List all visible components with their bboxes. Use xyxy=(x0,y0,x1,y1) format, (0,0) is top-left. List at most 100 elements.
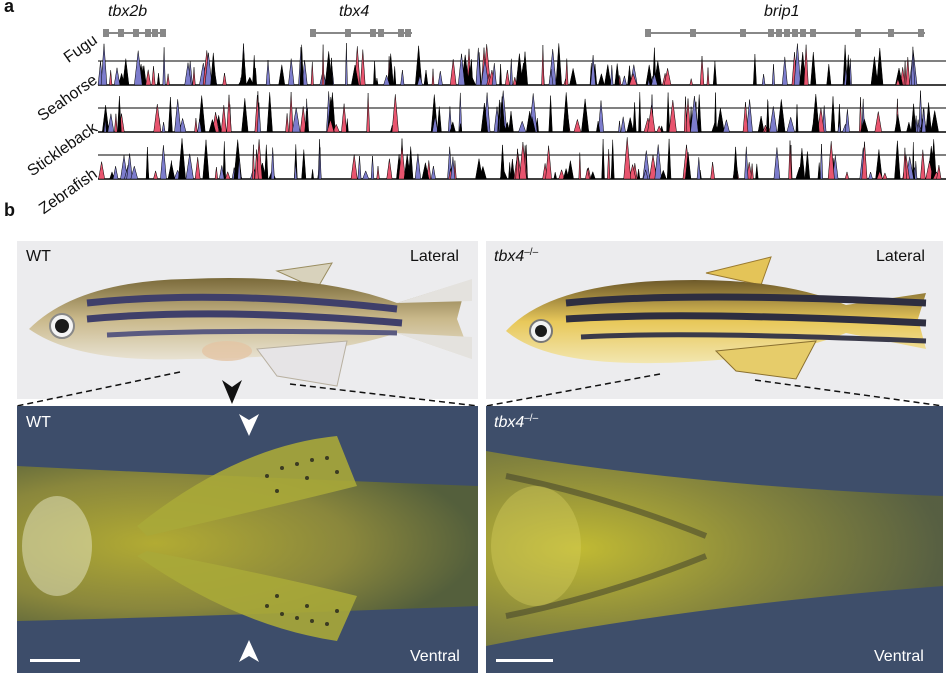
mutant-ventral-view: Ventral xyxy=(874,648,924,665)
conservation-peak xyxy=(120,155,128,180)
conservation-peak xyxy=(903,147,907,180)
conservation-peak xyxy=(870,56,879,86)
conservation-peak xyxy=(329,57,334,86)
conservation-peak xyxy=(326,118,335,133)
conservation-peak xyxy=(647,105,656,133)
conservation-peak xyxy=(113,67,121,86)
conservation-peak xyxy=(696,94,702,133)
gene-model-exon xyxy=(378,29,384,37)
conservation-peak xyxy=(254,149,259,180)
conservation-peak xyxy=(610,65,614,86)
gene-label-brip1: brip1 xyxy=(764,3,800,20)
conservation-peak xyxy=(126,153,133,180)
conservation-peak xyxy=(895,78,901,86)
conservation-peak xyxy=(621,75,627,86)
conservation-peak xyxy=(291,107,301,133)
conservation-peak xyxy=(827,141,835,180)
conservation-peak xyxy=(304,110,309,133)
conservation-peak xyxy=(160,145,167,180)
conservation-peak xyxy=(350,65,360,86)
conservation-peak xyxy=(629,72,638,86)
conservation-peak xyxy=(706,67,710,86)
conservation-peak xyxy=(391,94,399,133)
conservation-peak xyxy=(117,96,122,133)
conservation-peak xyxy=(566,160,574,180)
pelvic-fin-arrowhead-white-top xyxy=(239,414,259,436)
conservation-peak xyxy=(350,154,358,180)
scale-bar-mutant xyxy=(496,659,553,662)
conservation-peak xyxy=(240,50,247,86)
conservation-peak xyxy=(109,171,115,180)
conservation-peak xyxy=(910,46,915,86)
conservation-peak xyxy=(804,151,811,180)
conservation-peak xyxy=(584,168,590,180)
conservation-peak xyxy=(876,47,884,86)
conservation-peak xyxy=(185,153,194,180)
pelvic-fin-arrowhead-white-bottom xyxy=(239,640,259,662)
conservation-peak xyxy=(819,143,823,180)
conservation-peak xyxy=(432,116,439,133)
gene-model-exon xyxy=(405,29,411,37)
conservation-peak xyxy=(151,66,156,86)
conservation-peak xyxy=(666,92,670,133)
conservation-peak xyxy=(894,140,901,180)
conservation-peak xyxy=(837,121,841,133)
conservation-peak xyxy=(742,102,749,133)
conservation-peak xyxy=(214,167,218,180)
conservation-peak xyxy=(757,115,765,133)
conservation-peak xyxy=(766,99,770,133)
conservation-peak xyxy=(341,103,347,133)
conservation-peak xyxy=(518,120,527,133)
wt-lateral-genotype: WT xyxy=(26,248,51,265)
conservation-peak xyxy=(786,116,795,133)
conservation-peak xyxy=(469,59,473,86)
wt-ventral-photo xyxy=(17,406,478,673)
conservation-peak xyxy=(294,161,298,180)
gene-models xyxy=(103,29,925,37)
conservation-tracks xyxy=(97,43,946,180)
gene-label-tbx4: tbx4 xyxy=(339,3,370,20)
conservation-peak xyxy=(226,94,232,133)
conservation-peak xyxy=(162,47,166,86)
conservation-peak xyxy=(204,52,213,86)
conservation-peak xyxy=(375,77,379,86)
conservation-peak xyxy=(626,117,634,133)
conservation-peak xyxy=(220,105,227,133)
conservation-peak xyxy=(861,141,868,180)
conservation-peak xyxy=(416,74,423,86)
conservation-peak xyxy=(761,74,766,86)
conservation-peak xyxy=(145,146,150,180)
conservation-peak xyxy=(654,144,662,180)
gene-model-exon xyxy=(152,29,158,37)
conservation-peak xyxy=(197,119,202,133)
conservation-peak xyxy=(168,97,173,133)
conservation-peak xyxy=(925,102,932,133)
conservation-peak xyxy=(161,122,166,133)
conservation-peak xyxy=(98,161,105,180)
gene-label-tbx2b: tbx2b xyxy=(108,3,148,20)
conservation-peak xyxy=(659,169,667,180)
conservation-peak xyxy=(311,169,314,180)
mutant-lateral-view: Lateral xyxy=(876,248,925,265)
zoom-line-mut-right xyxy=(754,379,944,407)
conservation-peak xyxy=(597,100,604,133)
conservation-peak xyxy=(345,43,348,86)
conservation-peak xyxy=(376,166,380,180)
conservation-peak xyxy=(156,73,161,86)
conservation-peak xyxy=(582,119,590,133)
conservation-peak xyxy=(601,139,605,180)
conservation-peak xyxy=(636,169,641,180)
conservation-peak xyxy=(222,72,227,86)
conservation-peak xyxy=(558,168,565,180)
conservation-plot xyxy=(97,29,946,180)
conservation-peak xyxy=(174,99,182,133)
conservation-peak xyxy=(478,165,487,180)
conservation-peak xyxy=(357,155,362,180)
gene-model-exon xyxy=(768,29,774,37)
conservation-peak xyxy=(237,157,242,180)
conservation-peak xyxy=(711,121,719,133)
conservation-peak xyxy=(632,102,637,133)
conservation-peak xyxy=(668,99,677,133)
panel-a-letter: a xyxy=(4,0,15,16)
zebrafish-wt-image xyxy=(29,262,472,387)
